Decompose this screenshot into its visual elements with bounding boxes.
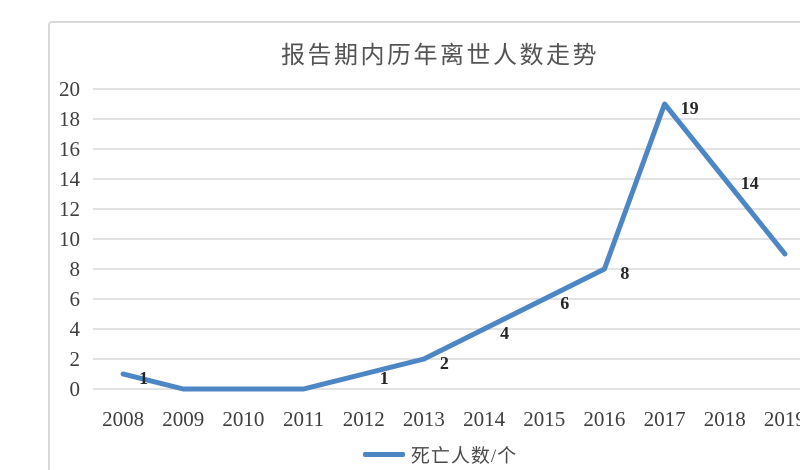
legend-label: 死亡人数/个 [410, 445, 518, 467]
y-tick-label: 14 [59, 167, 81, 191]
chart-title: 报告期内历年离世人数走势 [281, 43, 599, 69]
legend-line-swatch [362, 451, 405, 457]
x-tick-label: 2013 [403, 407, 445, 431]
death-trend-line-chart: 报告期内历年离世人数走势 0 2 4 6 8 10 12 14 16 18 20 2008 2009 20… [40, 16, 800, 470]
data-label: 2 [440, 353, 449, 373]
data-label: 6 [560, 293, 569, 313]
x-tick-label: 2018 [704, 407, 746, 431]
legend: 死亡人数/个 [40, 441, 800, 467]
y-tick-label: 4 [70, 317, 81, 341]
x-tick-label: 2015 [523, 407, 565, 431]
data-label: 4 [500, 323, 509, 343]
x-tick-label: 2016 [583, 407, 625, 431]
y-tick-label: 6 [70, 287, 81, 311]
data-label: 19 [681, 98, 699, 118]
y-tick-label: 16 [59, 137, 80, 161]
y-tick-label: 20 [59, 77, 80, 101]
death-count-line-series [120, 101, 788, 392]
y-tick-label: 0 [70, 377, 81, 401]
y-tick-label: 18 [59, 107, 80, 131]
data-label: 1 [139, 368, 148, 388]
y-tick-label: 12 [59, 197, 80, 221]
x-tick-label: 2017 [644, 407, 686, 431]
x-tick-label: 2012 [343, 407, 385, 431]
x-tick-label: 2010 [222, 407, 264, 431]
y-tick-label: 2 [70, 347, 81, 371]
x-tick-label: 2014 [463, 407, 506, 431]
x-tick-label: 2019 [764, 407, 800, 431]
x-tick-label: 2011 [283, 407, 324, 431]
data-label: 14 [741, 173, 759, 193]
data-label: 1 [380, 368, 389, 388]
x-tick-label: 2008 [102, 407, 144, 431]
y-tick-label: 8 [70, 257, 81, 281]
y-tick-label: 10 [59, 227, 80, 251]
x-tick-label: 2009 [162, 407, 204, 431]
data-label: 8 [620, 263, 629, 283]
